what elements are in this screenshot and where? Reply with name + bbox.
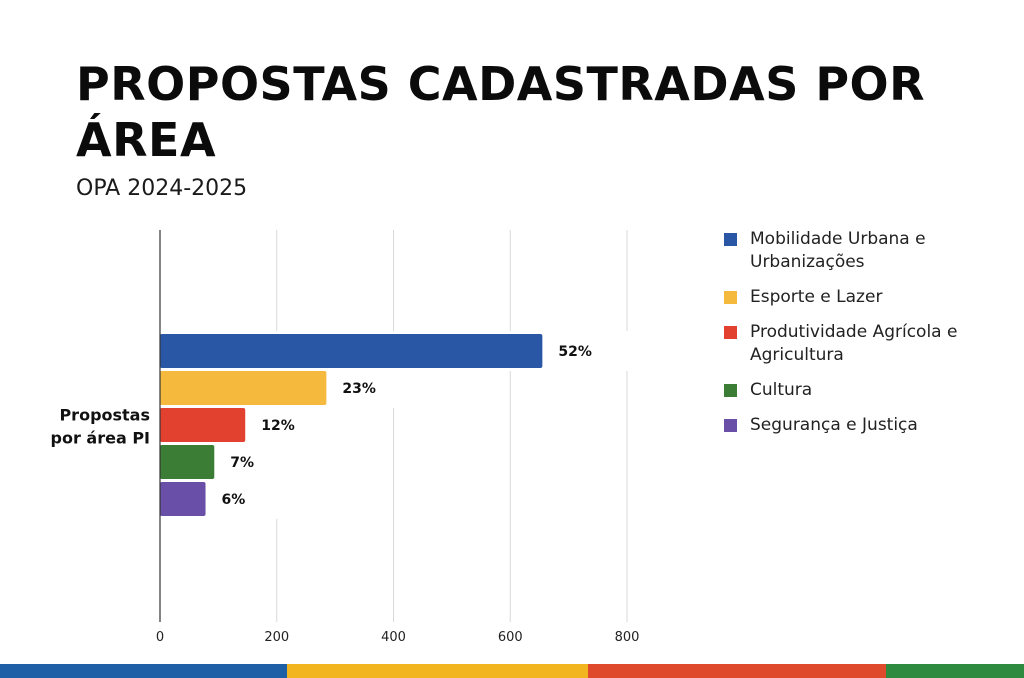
legend-label: Cultura <box>750 380 813 400</box>
bar <box>160 482 206 516</box>
bar <box>160 445 215 479</box>
bar-data-label: 52% <box>558 344 592 360</box>
legend-swatch <box>724 419 737 432</box>
legend-item: Cultura <box>724 379 1014 402</box>
page-title: PROPOSTAS CADASTRADAS POR ÁREA <box>76 57 926 167</box>
legend-label: Mobilidade Urbana e Urbanizações <box>750 229 926 272</box>
bar <box>160 334 543 368</box>
x-tick-label: 800 <box>615 630 640 645</box>
legend-swatch <box>724 326 737 339</box>
legend-label: Esporte e Lazer <box>750 287 883 307</box>
footer-segment-yellow <box>287 664 588 678</box>
legend-item: Produtividade Agrícola e Agricultura <box>724 321 1014 367</box>
bar-data-label: 7% <box>230 455 254 471</box>
x-tick-label: 200 <box>264 630 289 645</box>
footer-color-bar <box>0 664 1024 678</box>
legend-item: Mobilidade Urbana e Urbanizações <box>724 228 1014 274</box>
legend-swatch <box>724 384 737 397</box>
bar <box>160 408 246 442</box>
chart-legend: Mobilidade Urbana e Urbanizações Esporte … <box>724 228 1014 449</box>
x-tick-label: 0 <box>156 630 164 645</box>
legend-item: Esporte e Lazer <box>724 286 1014 309</box>
category-label: Propostas <box>59 406 150 425</box>
bar-data-label: 23% <box>342 381 376 397</box>
category-label: por área PI <box>51 429 151 448</box>
legend-label: Produtividade Agrícola e Agricultura <box>750 322 958 365</box>
bar-data-label: 6% <box>222 492 246 508</box>
x-tick-label: 600 <box>498 630 523 645</box>
bar-data-label: 12% <box>261 418 295 434</box>
footer-segment-green <box>886 664 1024 678</box>
footer-segment-blue <box>0 664 287 678</box>
legend-swatch <box>724 233 737 246</box>
footer-segment-red <box>588 664 886 678</box>
legend-item: Segurança e Justiça <box>724 414 1014 437</box>
page-subtitle: OPA 2024-2025 <box>76 176 248 201</box>
legend-label: Segurança e Justiça <box>750 415 918 435</box>
x-tick-label: 400 <box>381 630 406 645</box>
legend-swatch <box>724 291 737 304</box>
bar <box>160 371 327 405</box>
